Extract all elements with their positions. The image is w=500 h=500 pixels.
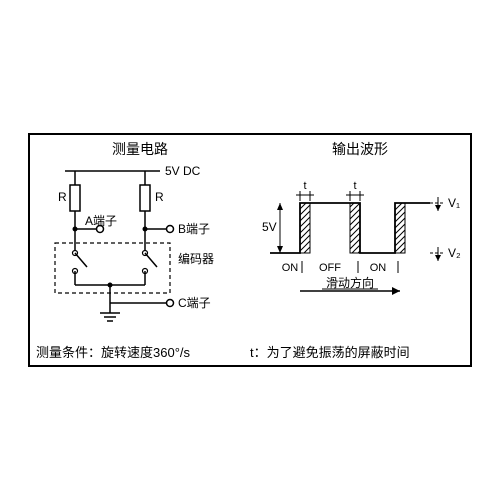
footer-row: 测量条件：旋转速度360°/s t：为了避免振荡的屏蔽时间 bbox=[36, 342, 464, 361]
diagram-svg: 5V DC R A端子 R B端子 编码器 bbox=[30, 163, 470, 341]
circuit-title: 测量电路 bbox=[30, 135, 250, 163]
hatch-rise-2 bbox=[395, 203, 405, 253]
on-2: ON bbox=[370, 262, 387, 274]
t-marker-2: t bbox=[346, 180, 364, 201]
on-1: ON bbox=[282, 262, 299, 274]
terminal-b-label: B端子 bbox=[178, 222, 210, 236]
off-1: OFF bbox=[319, 262, 341, 274]
hatch-fall-1 bbox=[350, 203, 360, 253]
svg-text:5V: 5V bbox=[262, 220, 277, 234]
supply-label: 5V DC bbox=[165, 164, 201, 178]
terminal-c-label: C端子 bbox=[178, 296, 211, 310]
hatch-rise-1 bbox=[300, 203, 310, 253]
slide-direction: 滑动方向 bbox=[300, 275, 400, 295]
svg-text:t: t bbox=[303, 180, 306, 192]
level-marker: 5V bbox=[262, 203, 283, 253]
v2-label: V₂ bbox=[448, 246, 461, 260]
r-label-left: R bbox=[58, 190, 67, 204]
r-label-right: R bbox=[155, 190, 164, 204]
terminal-a-label: A端子 bbox=[85, 214, 117, 228]
encoder-label: 编码器 bbox=[178, 251, 214, 266]
terminal-c-node bbox=[167, 300, 174, 307]
header-row: 测量电路 输出波形 bbox=[30, 135, 470, 163]
condition-text: 测量条件：旋转速度360°/s bbox=[36, 342, 250, 361]
waveform-title: 输出波形 bbox=[250, 135, 470, 163]
circuit-diagram: 5V DC R A端子 R B端子 编码器 bbox=[55, 164, 214, 321]
svg-text:t: t bbox=[353, 180, 356, 192]
v1-label: V₁ bbox=[448, 196, 460, 210]
diagram-frame: 测量电路 输出波形 5V DC R A端子 R bbox=[28, 133, 472, 367]
svg-text:滑动方向: 滑动方向 bbox=[326, 275, 374, 290]
resistor-right bbox=[140, 185, 150, 211]
waveform-diagram: t t 5V V₁ V bbox=[262, 180, 461, 295]
note-text: t：为了避免振荡的屏蔽时间 bbox=[250, 342, 464, 361]
resistor-left bbox=[70, 185, 80, 211]
terminal-b-node bbox=[167, 226, 174, 233]
t-marker-1: t bbox=[296, 180, 314, 201]
